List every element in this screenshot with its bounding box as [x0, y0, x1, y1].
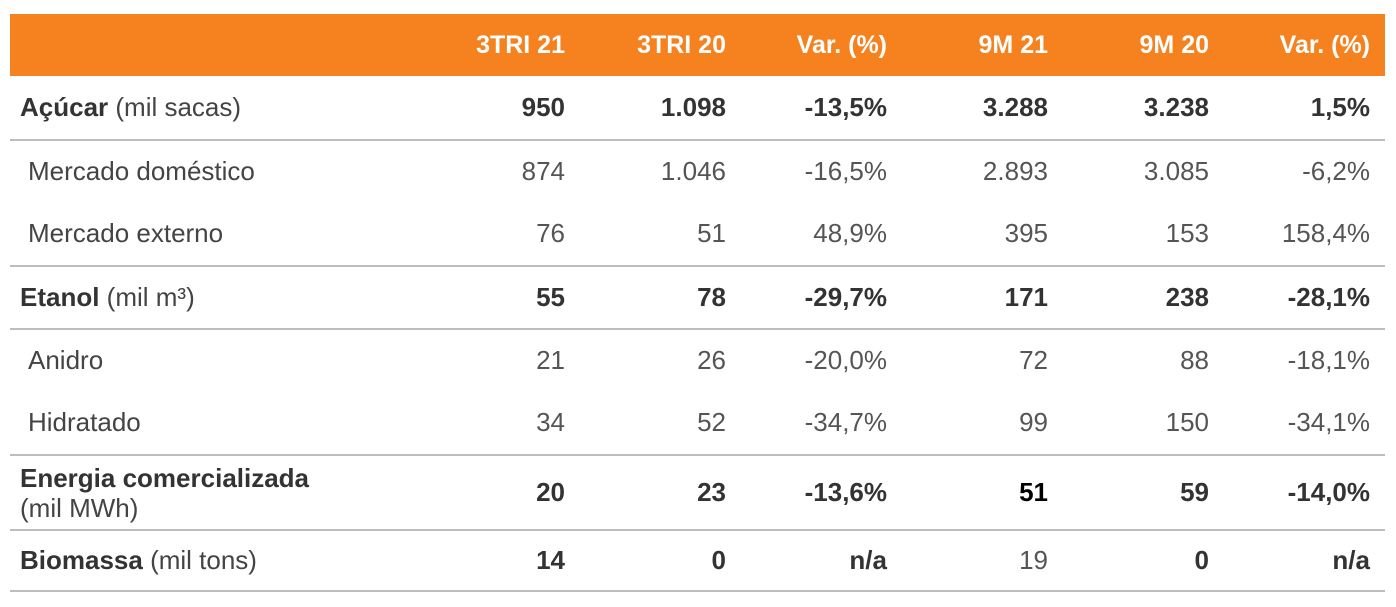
- table-cell: 150: [1165, 407, 1209, 437]
- table-row-mercado-externo: Mercado externo 76 51 48,9% 395 153 158,…: [10, 202, 1385, 265]
- row-label-name: Biomassa: [20, 545, 143, 575]
- row-label-name: Etanol: [20, 282, 100, 312]
- table-cell: -13,6%: [804, 477, 887, 507]
- table-cell: 21: [536, 345, 565, 375]
- table-cell: 395: [1004, 218, 1048, 248]
- row-label-unit: (mil m³): [99, 282, 195, 312]
- table-cell: -18,1%: [1287, 345, 1370, 375]
- header-3tri20: 3TRI 20: [637, 30, 726, 59]
- header-var-9m: Var. (%): [1279, 30, 1370, 59]
- table-cell: 0: [1194, 545, 1209, 575]
- table-cell: 48,9%: [813, 218, 887, 248]
- table-cell: 3.238: [1143, 92, 1209, 122]
- table-row-anidro: Anidro 21 26 -20,0% 72 88 -18,1%: [10, 328, 1385, 391]
- table-cell: 1,5%: [1310, 92, 1370, 122]
- table-cell: n/a: [849, 545, 887, 575]
- table-cell: 1.046: [660, 156, 726, 186]
- row-label-name: Açúcar: [20, 92, 109, 122]
- row-label: Hidratado: [28, 407, 141, 437]
- table-cell: 3.288: [982, 92, 1048, 122]
- table-row-biomassa: Biomassa (mil tons) 14 0 n/a 19 0 n/a: [10, 529, 1385, 592]
- table-cell: 34: [536, 407, 565, 437]
- header-var-quarter: Var. (%): [796, 30, 887, 59]
- row-label: Mercado externo: [28, 218, 224, 248]
- table-cell: 52: [697, 407, 726, 437]
- table-cell: 3.085: [1143, 156, 1209, 186]
- row-label: Etanol (mil m³): [10, 282, 405, 313]
- table-cell: -34,7%: [804, 407, 887, 437]
- table-cell: 78: [697, 282, 726, 312]
- table-cell: 55: [536, 282, 565, 312]
- table-cell: 99: [1019, 407, 1048, 437]
- table-header: 3TRI 21 3TRI 20 Var. (%) 9M 21 9M 20 Var…: [10, 14, 1385, 76]
- table-cell: 158,4%: [1281, 218, 1370, 248]
- header-9m21: 9M 21: [978, 30, 1048, 59]
- table-cell: 153: [1165, 218, 1209, 248]
- table-cell: 2.893: [982, 156, 1048, 186]
- table-cell: 76: [536, 218, 565, 248]
- table-cell: -34,1%: [1287, 407, 1370, 437]
- row-label-unit: (mil MWh): [20, 492, 139, 523]
- table-cell: -16,5%: [804, 156, 887, 186]
- table-cell: 59: [1180, 477, 1209, 507]
- sales-table: 3TRI 21 3TRI 20 Var. (%) 9M 21 9M 20 Var…: [10, 14, 1385, 592]
- table-row-hidratado: Hidratado 34 52 -34,7% 99 150 -34,1%: [10, 391, 1385, 454]
- table-cell: 19: [1019, 545, 1048, 575]
- table-cell: 72: [1019, 345, 1048, 375]
- table-cell: 51: [1019, 477, 1048, 507]
- table-row-mercado-domestico: Mercado doméstico 874 1.046 -16,5% 2.893…: [10, 139, 1385, 202]
- table-cell: 20: [536, 477, 565, 507]
- table-cell: -6,2%: [1302, 156, 1370, 186]
- table-cell: -14,0%: [1287, 477, 1370, 507]
- table-cell: 26: [697, 345, 726, 375]
- row-label: Energia comercializada (mil MWh): [10, 463, 405, 523]
- table-row-acucar: Açúcar (mil sacas) 950 1.098 -13,5% 3.28…: [10, 76, 1385, 139]
- header-3tri21: 3TRI 21: [476, 30, 565, 59]
- table-cell: 950: [521, 92, 565, 122]
- row-label: Biomassa (mil tons): [10, 545, 405, 576]
- table-cell: 1.098: [660, 92, 726, 122]
- table-cell: -28,1%: [1287, 282, 1370, 312]
- table-cell: -20,0%: [804, 345, 887, 375]
- table-cell: 874: [521, 156, 565, 186]
- row-label-unit: (mil tons): [142, 545, 257, 575]
- table-cell: n/a: [1332, 545, 1370, 575]
- table-cell: 171: [1004, 282, 1048, 312]
- table-cell: 51: [697, 218, 726, 248]
- row-label-name: Energia comercializada: [20, 462, 310, 493]
- row-label-unit: (mil sacas): [108, 92, 242, 122]
- table-row-etanol: Etanol (mil m³) 55 78 -29,7% 171 238 -28…: [10, 265, 1385, 328]
- header-9m20: 9M 20: [1139, 30, 1209, 59]
- row-label: Anidro: [28, 345, 104, 375]
- table-cell: -29,7%: [804, 282, 887, 312]
- row-label: Açúcar (mil sacas): [10, 92, 405, 123]
- table-row-energia: Energia comercializada (mil MWh) 20 23 -1…: [10, 454, 1385, 529]
- table-cell: 23: [697, 477, 726, 507]
- row-label: Mercado doméstico: [28, 156, 255, 186]
- table-cell: 88: [1180, 345, 1209, 375]
- table-cell: -13,5%: [804, 92, 887, 122]
- table-cell: 238: [1165, 282, 1209, 312]
- table-cell: 14: [536, 545, 565, 575]
- table-cell: 0: [711, 545, 726, 575]
